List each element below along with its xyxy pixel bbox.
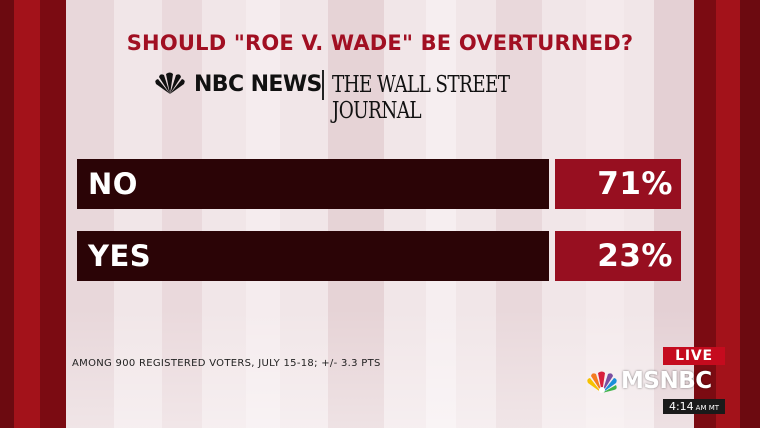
clock-time-zone: AM MT [695,404,720,412]
result-bar: YES [77,231,549,281]
poll-title: SHOULD "ROE V. WADE" BE OVERTURNED? [126,31,634,55]
broadcast-clock: 4:14 AM MT [663,399,725,414]
background-stripe [496,0,542,428]
msnbc-peacock-icon [587,371,617,393]
result-percent: 23% [597,238,673,274]
result-row-no: NO 71% [77,159,681,209]
result-bar: NO [77,159,549,209]
result-percent-box: 23% [555,231,681,281]
background-stripe [66,0,114,428]
panel-shade [66,308,694,428]
background-stripe [586,0,624,428]
clock-time: 4:14 [668,400,694,413]
result-percent-box: 71% [555,159,681,209]
nbc-news-logo-text: NBC NEWS [194,72,322,97]
live-badge: LIVE [663,347,725,365]
sponsor-logos: NBC NEWS THE WALL STREET JOURNAL [152,66,612,124]
frame-stripe [0,0,14,428]
logo-divider [322,70,324,100]
frame-stripe [14,0,40,428]
frame-stripe [740,0,760,428]
frame-stripe [694,0,716,428]
result-row-yes: YES 23% [77,231,681,281]
poll-footnote: AMONG 900 REGISTERED VOTERS, JULY 15-18;… [72,358,381,369]
nbc-peacock-icon [155,72,185,94]
result-label: YES [88,239,152,273]
background-stripe [328,0,384,428]
background-stripe [246,0,280,428]
wsj-logo-text: THE WALL STREET JOURNAL [332,72,510,124]
background-stripe [426,0,456,428]
result-percent: 71% [597,166,673,202]
frame-stripe [40,0,66,428]
network-logo: MSNBC [584,367,744,397]
background-stripe [162,0,202,428]
msnbc-logo-text: MSNBC [621,368,712,394]
result-label: NO [88,167,138,201]
poll-graphic-panel: SHOULD "ROE V. WADE" BE OVERTURNED? NBC … [66,0,694,428]
